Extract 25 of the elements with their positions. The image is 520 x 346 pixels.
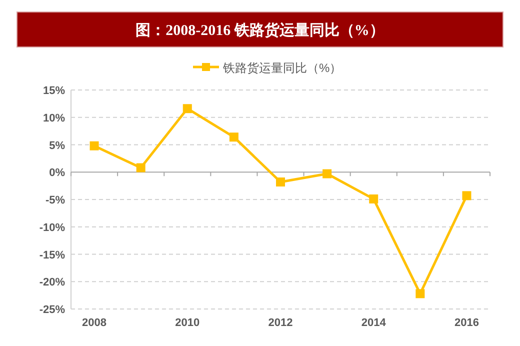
- y-tick-label: 10%: [42, 112, 66, 124]
- y-tick-label: -15%: [39, 249, 66, 262]
- point: [416, 289, 425, 298]
- point: [276, 177, 285, 186]
- point: [322, 169, 332, 178]
- point: [229, 132, 238, 142]
- point: [369, 194, 378, 204]
- x-tick-label: 2014: [361, 317, 387, 329]
- y-tick-label: -5%: [45, 194, 66, 206]
- y-tick-label: -20%: [39, 276, 66, 289]
- point: [136, 163, 146, 172]
- y-tick-label: 5%: [49, 140, 66, 152]
- point: [90, 141, 99, 150]
- x-tick-label: 2012: [268, 317, 293, 329]
- x-tick-label: 2010: [175, 317, 200, 329]
- y-tick-label: -25%: [39, 304, 66, 316]
- y-tick-label: -10%: [39, 222, 66, 234]
- y-tick-label: 15%: [42, 85, 66, 97]
- x-tick-label: 2016: [454, 317, 479, 329]
- y-tick-label: 0%: [49, 167, 66, 180]
- point: [182, 104, 192, 114]
- chart-title: 图：2008-2016 铁路货运量同比（%）: [136, 22, 384, 39]
- legend-label: 铁路货运量同比（%）: [222, 61, 342, 75]
- x-tick-label: 2008: [82, 317, 107, 329]
- point: [462, 191, 472, 200]
